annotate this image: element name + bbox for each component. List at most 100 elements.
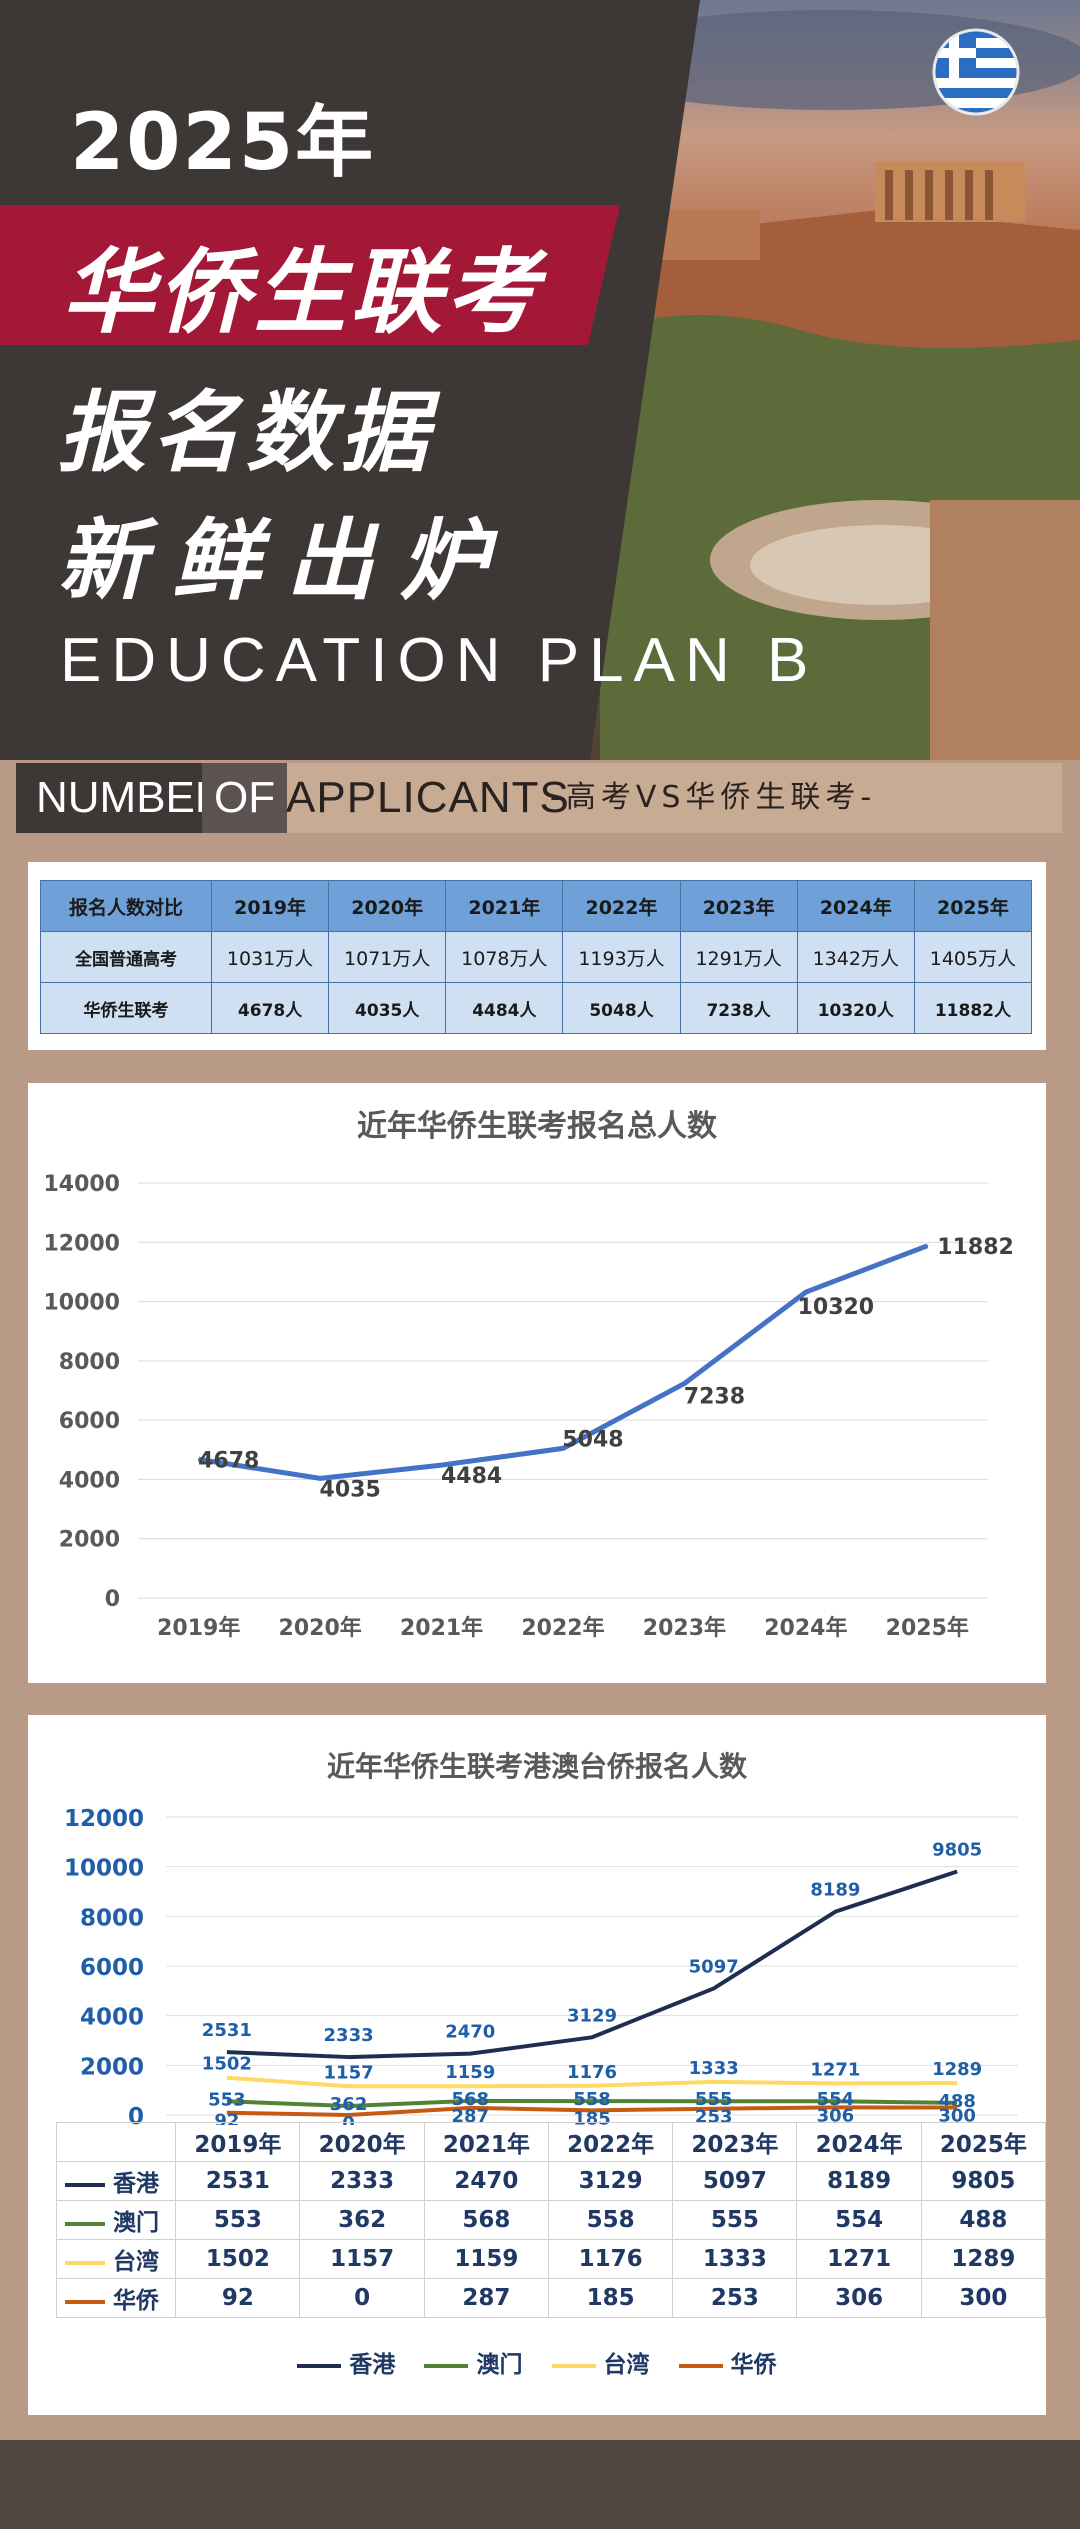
- data-label: 11882: [937, 1235, 1014, 1260]
- legend-item: 澳门: [424, 2345, 522, 2379]
- row-label: 全国普通高考: [40, 931, 212, 983]
- value-cell: 9805: [920, 2161, 1047, 2201]
- comparison-table-panel: 报名人数对比 2019年 2020年 2021年 2022年 2023年 202…: [28, 862, 1046, 1050]
- value-cell: 8189: [796, 2161, 922, 2201]
- data-point: [440, 1464, 443, 1467]
- data-label: 5097: [689, 1956, 739, 1977]
- value-cell: 11882人: [913, 982, 1033, 1034]
- data-label: 1176: [567, 2062, 617, 2083]
- data-label: 9805: [932, 1840, 982, 1861]
- value-cell: 1176: [547, 2239, 674, 2279]
- legend-swatch: [551, 2363, 596, 2368]
- legend-swatch: [65, 2260, 105, 2265]
- header-applicants: APPLICANTS: [286, 773, 570, 822]
- value-cell: 2333: [299, 2161, 425, 2201]
- value-cell: 0: [299, 2278, 425, 2318]
- value-cell: 568: [423, 2200, 549, 2240]
- value-cell: 558: [547, 2200, 674, 2240]
- y-tick-label: 12000: [64, 1806, 144, 1832]
- year-cell: 2021年: [423, 2122, 549, 2162]
- value-cell: 1333: [672, 2239, 798, 2279]
- series-name: 台湾: [113, 2249, 159, 2275]
- data-label: 568: [451, 2089, 489, 2110]
- series-label-taiwan: 台湾: [55, 2239, 177, 2279]
- data-point: [319, 1477, 322, 1480]
- year-cell: 2023年: [672, 2122, 798, 2162]
- table-row: 华侨 92 0 287 185 253 306 300: [55, 2278, 1047, 2318]
- year-cell: 2022年: [562, 880, 681, 932]
- data-label: 1333: [689, 2058, 739, 2079]
- value-cell: 10320人: [796, 982, 915, 1034]
- value-cell: 1271: [796, 2239, 922, 2279]
- value-cell: 1342万人: [796, 931, 915, 983]
- x-tick-label: 2024年: [764, 1615, 847, 1641]
- series-line-1: [226, 2098, 958, 2109]
- y-tick-label: 2000: [80, 2054, 144, 2080]
- year-cell: 2019年: [210, 880, 330, 932]
- header-subtitle: -高考VS华侨生联考-: [550, 780, 877, 815]
- data-point: [197, 1458, 200, 1461]
- series-name: 华侨: [113, 2288, 159, 2314]
- series-line-3: [226, 2105, 958, 2117]
- value-cell: 287: [423, 2278, 549, 2318]
- data-label: 1289: [932, 2059, 982, 2080]
- value-cell: 5097: [672, 2161, 798, 2201]
- series-label-macau: 澳门: [55, 2200, 177, 2240]
- value-cell: 1502: [175, 2239, 301, 2279]
- value-cell: 1159: [423, 2239, 549, 2279]
- chart-legend: 香港 澳门 台湾 华侨: [28, 2345, 1046, 2379]
- value-cell: 2470: [423, 2161, 549, 2201]
- value-cell: 306: [796, 2278, 922, 2318]
- data-label: 3129: [567, 2005, 617, 2026]
- data-point: [562, 1447, 564, 1450]
- data-label: 1157: [324, 2062, 374, 2083]
- legend-label: 台湾: [603, 2352, 650, 2378]
- y-tick-label: 8000: [59, 1350, 120, 1375]
- x-tick-label: 2021年: [400, 1615, 483, 1641]
- row-label: 华侨生联考: [40, 982, 212, 1034]
- data-label: 2470: [445, 2022, 495, 2043]
- data-label: 185: [573, 2108, 611, 2125]
- series-line-0: [226, 1869, 958, 2060]
- data-label: 2531: [202, 2020, 252, 2041]
- region-year-row: 2019年 2020年 2021年 2022年 2023年 2024年 2025…: [55, 2122, 1047, 2162]
- data-label: 2333: [324, 2025, 374, 2046]
- data-label: 554: [817, 2089, 855, 2110]
- total-chart-panel: 近年华侨生联考报名总人数 0 2000 4000 6000 8000 10000 12000…: [28, 1083, 1046, 1683]
- x-tick-label: 2022年: [521, 1615, 604, 1641]
- value-cell: 488: [920, 2200, 1047, 2240]
- series-name: 澳门: [113, 2210, 159, 2236]
- year-cell: 2021年: [445, 880, 564, 932]
- data-label: 5048: [562, 1427, 623, 1452]
- y-tick-label: 6000: [80, 1955, 144, 1981]
- y-tick-label: 4000: [80, 2005, 144, 2031]
- legend-swatch: [678, 2363, 723, 2368]
- table-row: 全国普通高考 1031万人 1071万人 1078万人 1193万人 1291万…: [40, 931, 1033, 983]
- data-label: 4484: [441, 1464, 502, 1489]
- legend-swatch: [65, 2221, 105, 2226]
- data-label: 306: [817, 2105, 855, 2125]
- legend-swatch: [424, 2363, 469, 2368]
- corner-cell: [55, 2122, 177, 2162]
- legend-swatch: [297, 2363, 342, 2368]
- value-cell: 5048人: [562, 982, 681, 1034]
- data-label: 4035: [320, 1477, 381, 1502]
- value-cell: 1291万人: [679, 931, 798, 983]
- year-cell: 2019年: [175, 2122, 301, 2162]
- section-header: NUMBER OF APPLICANTS -高考VS华侨生联考-: [16, 763, 1062, 833]
- region-data-table: 2019年 2020年 2021年 2022年 2023年 2024年 2025…: [55, 2122, 1047, 2318]
- value-cell: 300: [920, 2278, 1047, 2318]
- value-cell: 2531: [175, 2161, 301, 2201]
- y-tick-label: 0: [128, 2104, 144, 2125]
- data-label: 253: [695, 2107, 733, 2125]
- legend-swatch: [65, 2299, 105, 2304]
- value-cell: 92: [175, 2278, 301, 2318]
- data-label: 8189: [810, 1880, 860, 1901]
- hero-line-2: 新鲜出炉: [58, 508, 515, 612]
- hero-subtitle: EDUCATION PLAN B: [60, 626, 819, 695]
- data-label: 300: [938, 2106, 976, 2125]
- data-point: [683, 1382, 686, 1385]
- region-line-chart: 0 2000 4000 6000 8000 10000 12000 2531 2333 2470 3…: [64, 1806, 1018, 2125]
- table-row: 香港 2531 2333 2470 3129 5097 8189 9805: [55, 2161, 1047, 2201]
- data-label: 558: [573, 2089, 611, 2110]
